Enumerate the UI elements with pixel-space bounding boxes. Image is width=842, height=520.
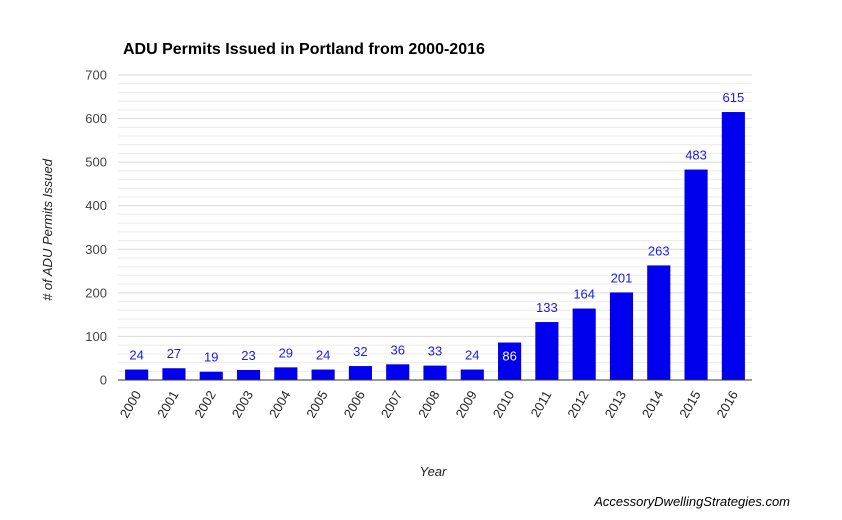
data-label-2009: 24 bbox=[465, 348, 479, 363]
x-tick-label: 2001 bbox=[154, 388, 181, 421]
data-label-2016: 615 bbox=[723, 90, 745, 105]
bar-2010 bbox=[498, 342, 522, 380]
data-label-2002: 19 bbox=[204, 350, 218, 365]
y-tick-label: 600 bbox=[85, 111, 107, 126]
gridlines bbox=[118, 74, 752, 372]
y-tick-label: 400 bbox=[85, 198, 107, 213]
x-tick-label: 2008 bbox=[415, 388, 442, 421]
x-tick-label: 2005 bbox=[303, 388, 330, 421]
data-labels: 24 27 19 23 29 24 32 36 33 24 86 133 164 201 263 483 615 bbox=[129, 90, 744, 365]
x-tick-label: 2016 bbox=[713, 388, 740, 421]
x-tick-label: 2010 bbox=[490, 388, 517, 421]
y-tick-label: 0 bbox=[100, 373, 107, 388]
bar-2001 bbox=[162, 368, 186, 380]
bar-2007 bbox=[386, 364, 410, 380]
x-tick-label: 2007 bbox=[378, 388, 405, 421]
bar-2008 bbox=[423, 365, 447, 380]
bar-2013 bbox=[609, 292, 634, 380]
data-label-2012: 164 bbox=[573, 287, 595, 302]
bars bbox=[125, 112, 745, 381]
bar-2016 bbox=[721, 112, 745, 381]
bar-2004 bbox=[274, 367, 298, 380]
data-label-2003: 23 bbox=[241, 348, 255, 363]
bar-2005 bbox=[311, 369, 335, 380]
x-tick-label: 2013 bbox=[602, 388, 629, 421]
y-tick-label: 200 bbox=[85, 285, 107, 300]
x-axis-label: Year bbox=[420, 464, 447, 479]
y-tick-label: 100 bbox=[85, 329, 107, 344]
data-label-2011: 133 bbox=[536, 300, 558, 315]
data-label-2006: 32 bbox=[353, 344, 367, 359]
bar-2011 bbox=[535, 322, 559, 380]
x-tick-label: 2009 bbox=[452, 388, 479, 421]
x-tick-label: 2000 bbox=[117, 388, 144, 421]
bar-2000 bbox=[125, 369, 149, 380]
bar-2012 bbox=[572, 308, 596, 380]
bar-2009 bbox=[460, 369, 484, 380]
bar-2014 bbox=[647, 265, 671, 380]
source-credit: AccessoryDwellingStrategies.com bbox=[593, 494, 790, 509]
y-axis-label: # of ADU Permits Issued bbox=[40, 158, 55, 301]
chart-title: ADU Permits Issued in Portland from 2000… bbox=[123, 41, 485, 58]
x-tick-label: 2004 bbox=[266, 388, 293, 421]
data-label-2015: 483 bbox=[685, 148, 707, 163]
data-label-2005: 24 bbox=[316, 348, 330, 363]
x-tick-label: 2003 bbox=[229, 388, 256, 421]
y-tick-label: 500 bbox=[85, 155, 107, 170]
y-tick-label: 700 bbox=[85, 68, 107, 83]
x-axis-ticks: 2000 2001 2002 2003 2004 2005 2006 2007 2008 2009… bbox=[117, 388, 741, 421]
bar-2015 bbox=[684, 169, 708, 380]
data-label-2004: 29 bbox=[279, 345, 293, 360]
x-tick-label: 2002 bbox=[191, 388, 218, 421]
x-tick-label: 2006 bbox=[341, 388, 368, 421]
data-label-2000: 24 bbox=[129, 348, 143, 363]
bar-2003 bbox=[236, 369, 261, 380]
x-tick-label: 2014 bbox=[639, 388, 666, 421]
data-label-2007: 36 bbox=[390, 342, 404, 357]
data-label-2001: 27 bbox=[167, 346, 181, 361]
bar-2006 bbox=[348, 366, 372, 380]
x-tick-label: 2011 bbox=[528, 388, 555, 420]
data-label-2008: 33 bbox=[428, 344, 442, 359]
x-tick-label: 2015 bbox=[676, 388, 703, 421]
x-tick-label: 2012 bbox=[564, 388, 591, 421]
data-label-2013: 201 bbox=[611, 270, 633, 285]
data-label-2010: 86 bbox=[502, 349, 516, 364]
y-tick-label: 300 bbox=[85, 242, 107, 257]
y-axis-ticks: 0 100 200 300 400 500 600 700 bbox=[85, 68, 107, 388]
data-label-2014: 263 bbox=[648, 243, 670, 258]
bar-2002 bbox=[199, 371, 223, 380]
